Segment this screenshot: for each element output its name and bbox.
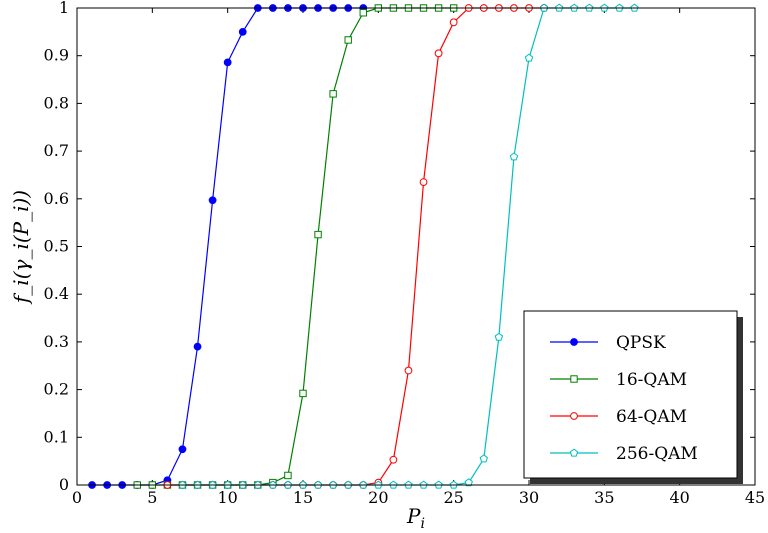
series-QPSK [88,4,368,489]
data-point [434,49,443,58]
data-point [238,27,247,36]
legend-items: QPSK 16-QAM 64-QAM 256-QAM [550,333,698,464]
y-tick-label: 0.2 [44,380,69,399]
y-axis-label: f_i(γ_i(P_i)) [9,190,33,305]
data-point [359,9,367,17]
y-tick-label: 0.1 [44,427,69,446]
data-point [208,196,217,205]
x-tick-label: 40 [669,488,689,507]
y-tick-label: 0.9 [44,46,69,65]
y-tick-label: 0.8 [44,93,69,112]
legend-item: 16-QAM [550,370,687,390]
data-point [479,454,488,463]
legend-marker [570,375,578,383]
series-line [137,7,454,486]
legend-item: 64-QAM [550,407,687,427]
data-point [509,152,519,161]
data-point [284,471,292,480]
legend-label: 16-QAM [616,370,687,390]
data-point [494,332,504,341]
y-tick-label: 1 [59,0,69,17]
x-tick-label: 0 [72,488,82,507]
x-tick-label: 20 [368,488,388,507]
series-line [92,7,364,486]
data-point [178,445,187,454]
y-tick-label: 0.4 [44,284,69,303]
data-point [299,389,307,398]
legend-label: QPSK [616,333,666,353]
x-tick-label: 10 [217,488,237,507]
tick-labels: 0 5 10 15 20 25 30 35 40 45 0 0.1 0.2 0.3 0.4 0.5 0.6 0.7… [44,0,766,507]
legend-marker [570,412,578,420]
y-tick-label: 0 [59,475,69,494]
x-tick-label: 5 [147,488,157,507]
legend-item: QPSK [550,333,666,353]
data-point [193,342,202,351]
data-point [314,230,322,239]
x-tick-label: 45 [745,488,765,507]
x-axis-label: Pi [406,504,425,532]
legend-label: 256-QAM [616,444,698,464]
data-point [464,478,473,487]
legend: QPSK 16-QAM 64-QAM 256-QAM [523,310,743,484]
y-tick-label: 0.5 [44,237,69,256]
data-point [389,455,398,464]
data-point [223,58,232,67]
legend-item: 256-QAM [550,444,698,464]
plot-frame [76,7,756,486]
series-64-QAM [163,4,548,489]
x-tick-label: 25 [443,488,463,507]
x-tick-label: 30 [519,488,539,507]
series-16-QAM [133,4,458,489]
data-point [449,18,458,27]
legend-marker [570,338,578,346]
legend-marker [569,448,579,457]
x-tick-label: 15 [293,488,313,507]
legend-label: 64-QAM [616,407,687,427]
y-tick-label: 0.3 [44,332,69,351]
data-point [344,36,352,44]
data-point [329,90,337,98]
data-point [524,53,534,62]
y-tick-label: 0.7 [44,141,69,160]
data-point [404,366,413,375]
series-line [167,7,545,486]
data-point [419,178,428,187]
x-tick-label: 35 [594,488,614,507]
legend-box [523,310,738,479]
y-tick-label: 0.6 [44,189,69,208]
